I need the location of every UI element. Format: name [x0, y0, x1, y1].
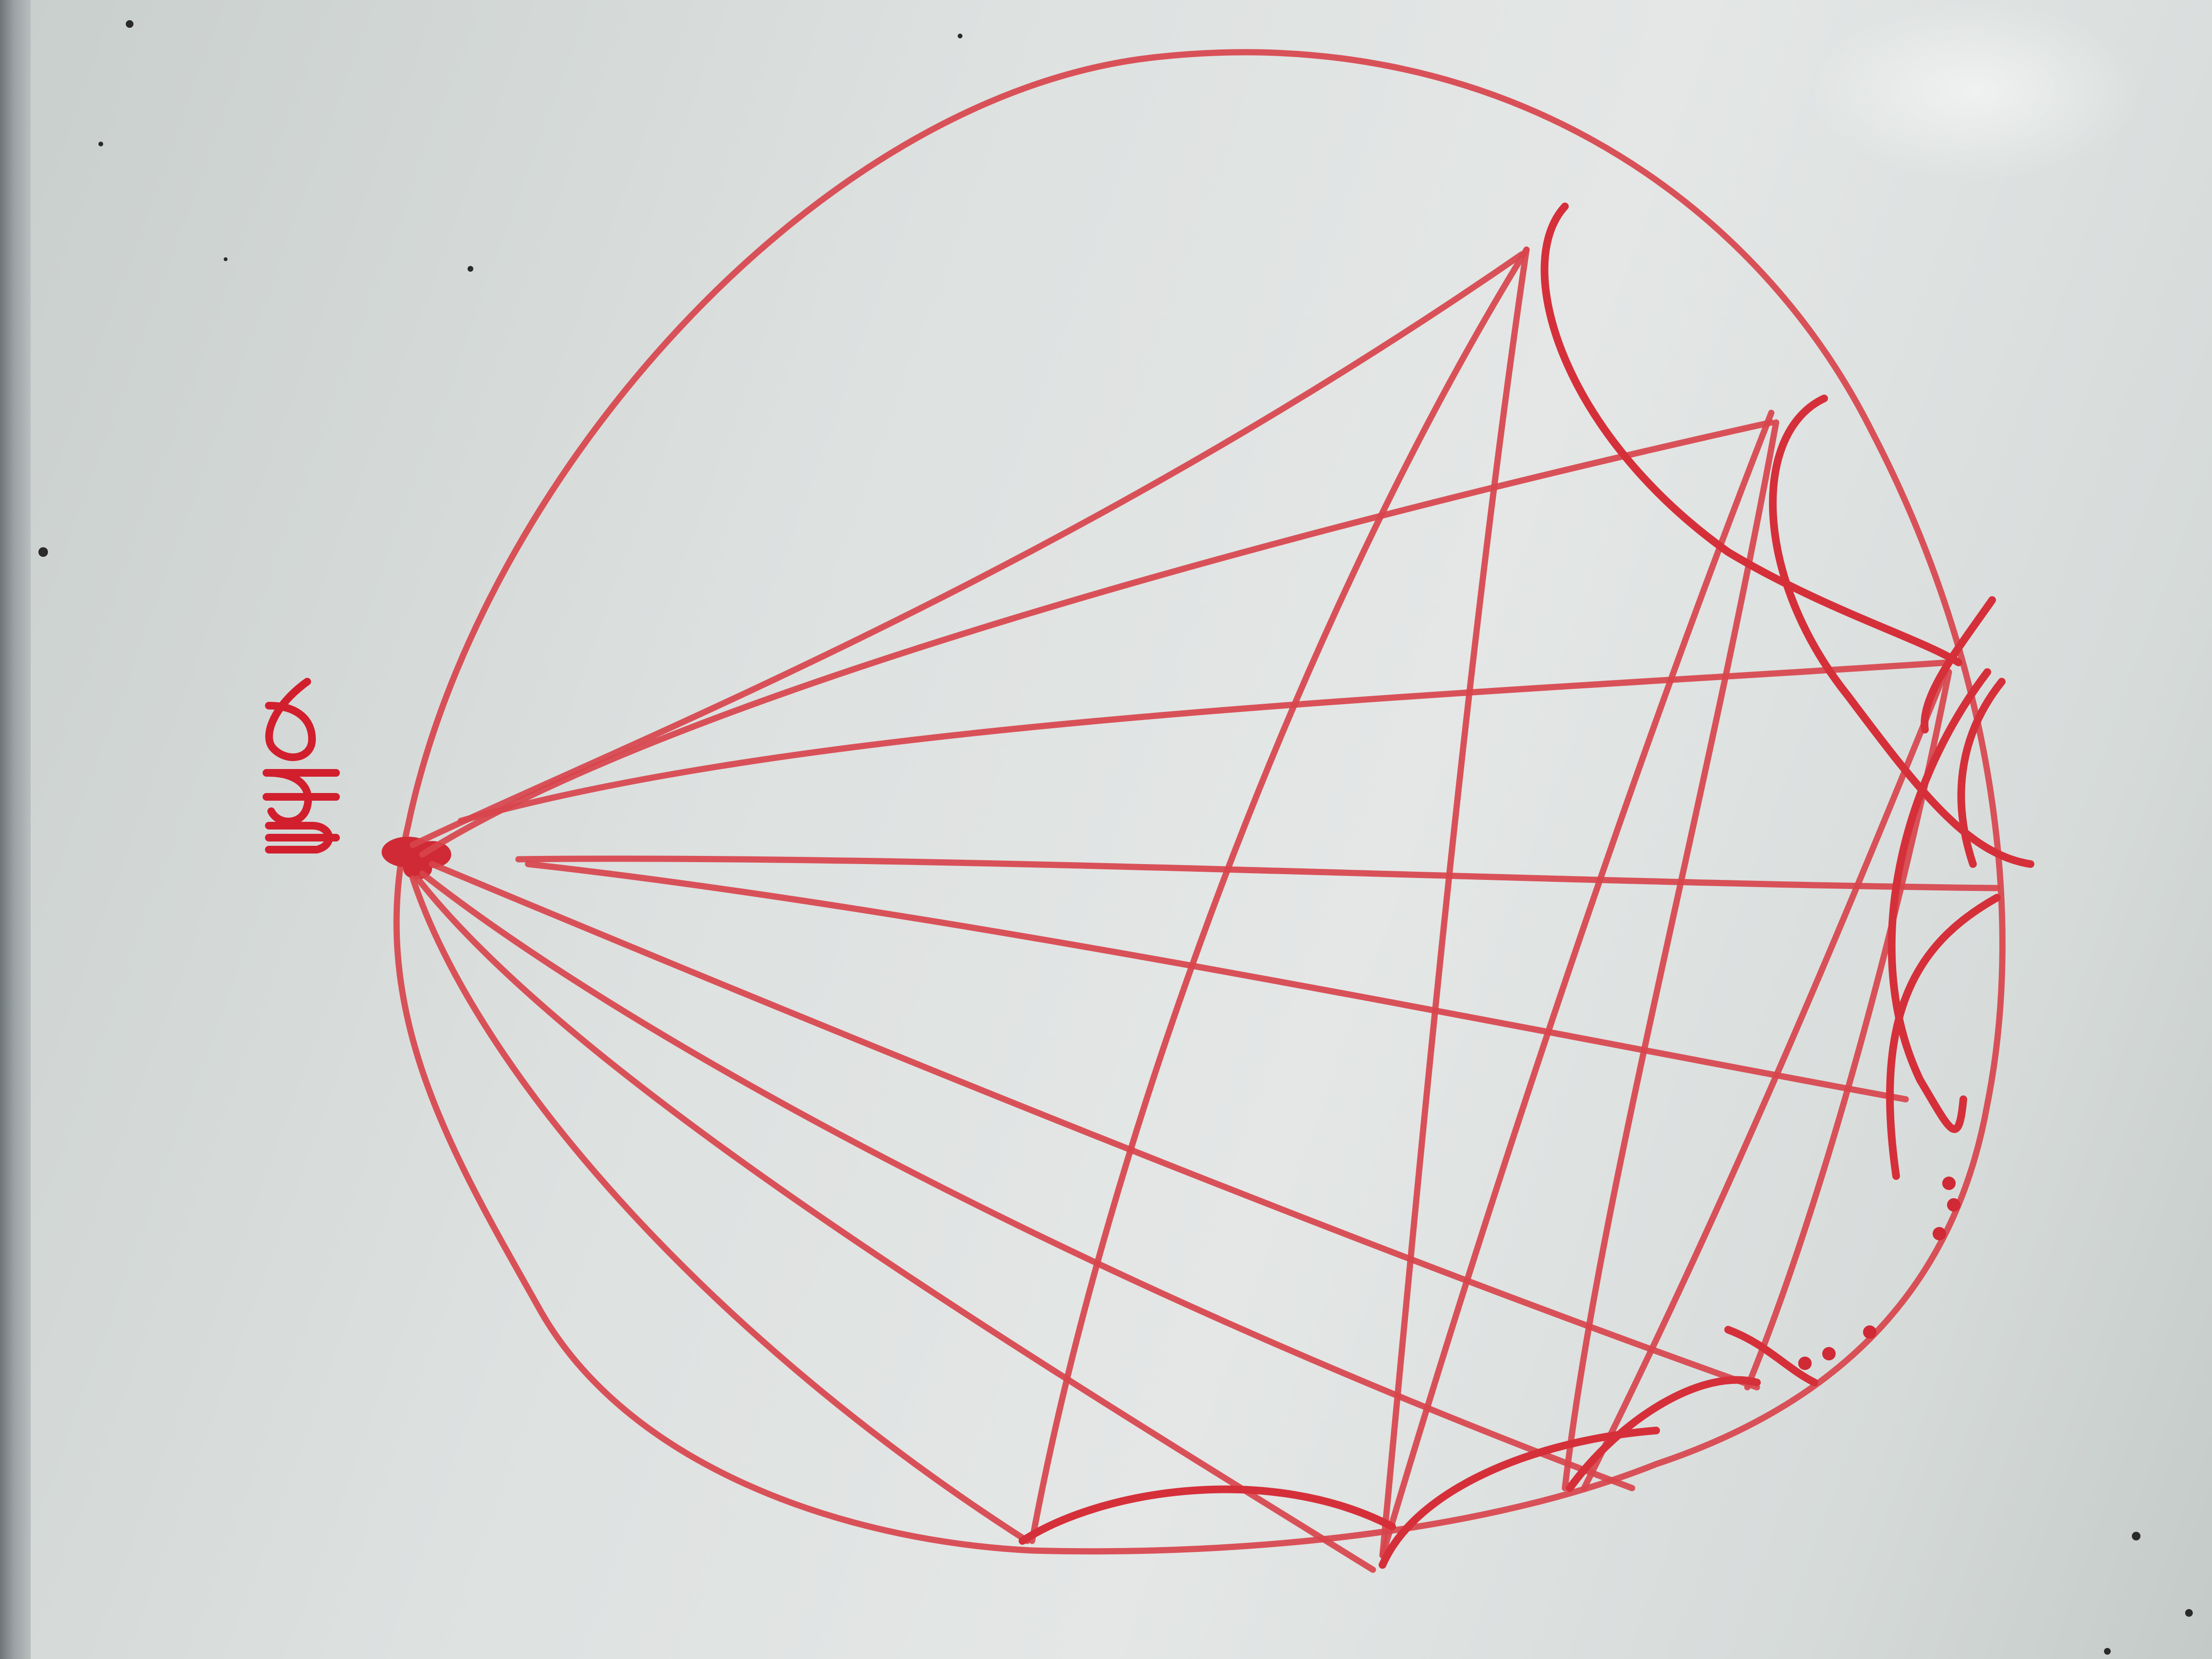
whiteboard-surface: [31, 0, 2212, 1659]
vertex-label-handwriting: [263, 678, 340, 854]
boundary-arcs: [1019, 203, 2034, 1569]
whiteboard-frame-edge: [0, 0, 31, 1659]
crossing-geodesics: [1029, 246, 1952, 1559]
light-glare: [1807, 0, 2143, 182]
continuation-dots-bottom: [1798, 1325, 1876, 1370]
geodesic-fan: [409, 251, 2000, 1573]
board-specks: [38, 20, 2193, 1655]
outer-disk-boundary: [393, 49, 2006, 1555]
continuation-dots-right: [1933, 1177, 1960, 1240]
